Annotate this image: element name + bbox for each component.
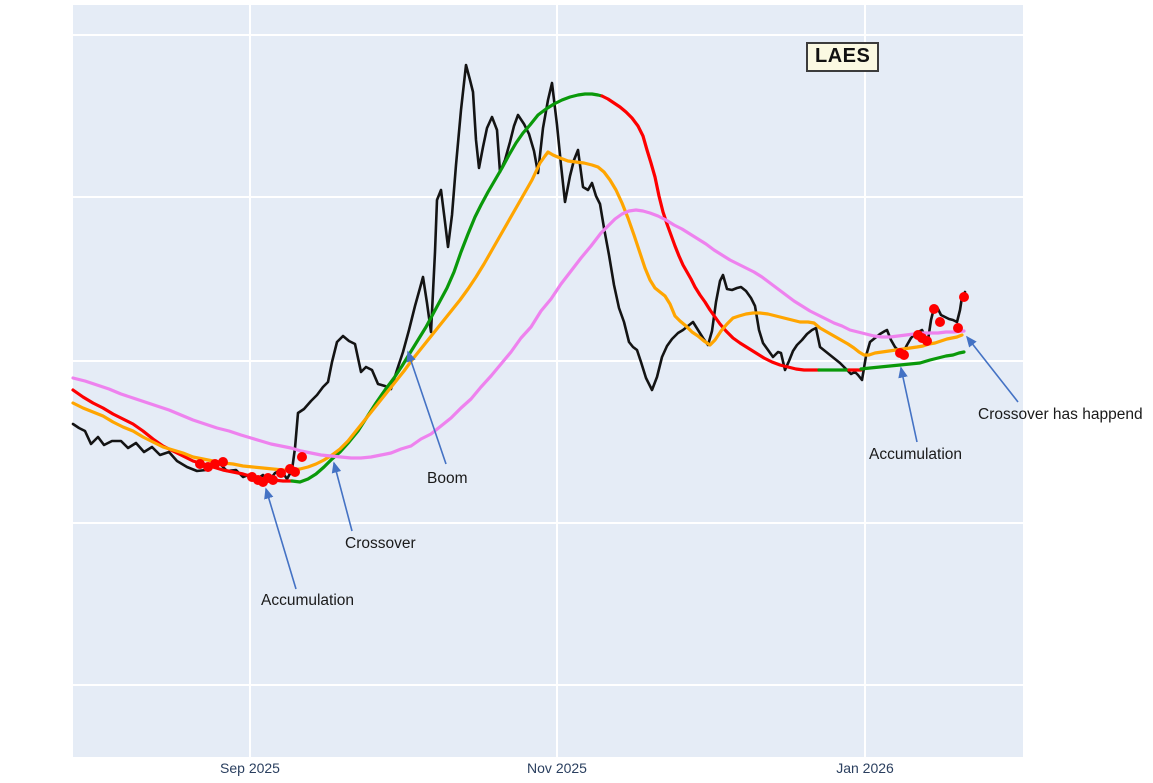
accumulation-dot [953,323,963,333]
annotation-arrow-crossover [331,461,353,532]
series-ma-fast-up-3 [859,350,966,371]
annotation-arrow-accumulation-left [264,487,297,590]
annotation-arrow-boom [406,350,447,465]
accumulation-dot [218,457,228,467]
annotation-boom: Boom [427,470,468,487]
accumulation-dot [959,292,969,302]
accumulation-dot [929,304,939,314]
annotation-crossover-happened: Crossover has happend [978,406,1143,423]
accumulation-dot [922,336,932,346]
annotation-accumulation-right: Accumulation [869,446,963,463]
accumulation-dot [268,475,278,485]
accumulation-dot [899,350,909,360]
ticker-badge: LAES [806,42,880,72]
annotation-arrow-crossover-happened [966,335,1019,403]
series-ma-mid [71,150,964,472]
series-ma-fast-down-2 [600,94,821,372]
x-tick-nov-2025: Nov 2025 [527,760,587,776]
annotation-crossover: Crossover [345,535,416,552]
series-ma-slow [71,208,966,460]
accumulation-dot [935,317,945,327]
accumulation-dot [290,467,300,477]
annotation-accumulation-left: Accumulation [261,592,355,609]
annotation-arrow-accumulation-right [898,366,918,443]
accumulation-dot [276,468,286,478]
plot-area [73,5,1023,757]
accumulation-dot [210,459,220,469]
accumulation-dot [195,459,205,469]
x-tick-sep-2025: Sep 2025 [220,760,280,776]
x-tick-jan-2026: Jan 2026 [836,760,894,776]
accumulation-dot [297,452,307,462]
